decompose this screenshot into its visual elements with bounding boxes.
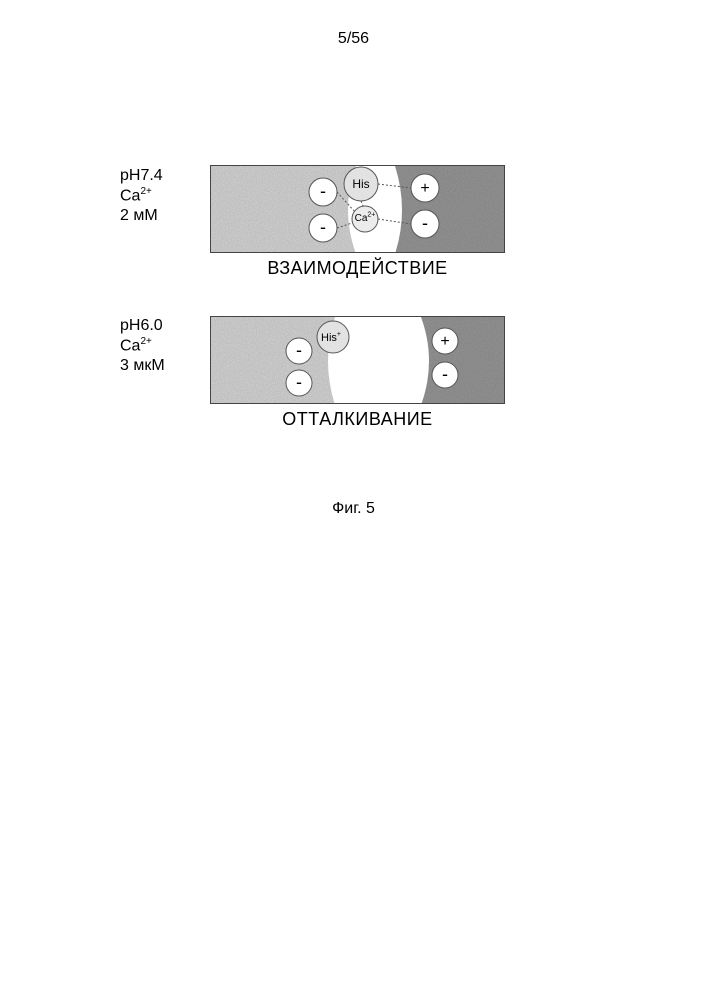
panel2-caption: ОТТАЛКИВАНИЕ [210,409,505,430]
svg-text:-: - [320,181,326,201]
panel2-conditions: pH6.0 Ca2+ 3 мкМ [120,316,165,376]
panel1-ph: pH7.4 [120,166,163,186]
svg-text:-: - [422,213,428,233]
figure-caption: Фиг. 5 [0,500,707,518]
svg-text:+: + [420,180,429,197]
panel2-conc: 3 мкМ [120,356,165,376]
page-number: 5/56 [0,30,707,48]
svg-text:-: - [442,364,448,384]
panel1-ion: Ca2+ [120,186,163,206]
panel2-ion-name: Ca [120,337,140,354]
panel1-diagram: --HisCa2++- [210,165,505,253]
panel2-ion-sup: 2+ [140,336,151,347]
svg-text:His: His [352,177,369,191]
svg-text:-: - [296,372,302,392]
panel1-ion-name: Ca [120,187,140,204]
panel1-ion-sup: 2+ [140,186,151,197]
panel1-caption: ВЗАИМОДЕЙСТВИЕ [210,258,505,279]
svg-text:-: - [320,217,326,237]
panel1-conc: 2 мМ [120,206,163,226]
panel1-conditions: pH7.4 Ca2+ 2 мМ [120,166,163,226]
panel2-ion: Ca2+ [120,336,165,356]
panel2-diagram: --His++- [210,316,505,404]
panel2-ph: pH6.0 [120,316,165,336]
svg-text:+: + [440,333,449,350]
svg-text:-: - [296,340,302,360]
